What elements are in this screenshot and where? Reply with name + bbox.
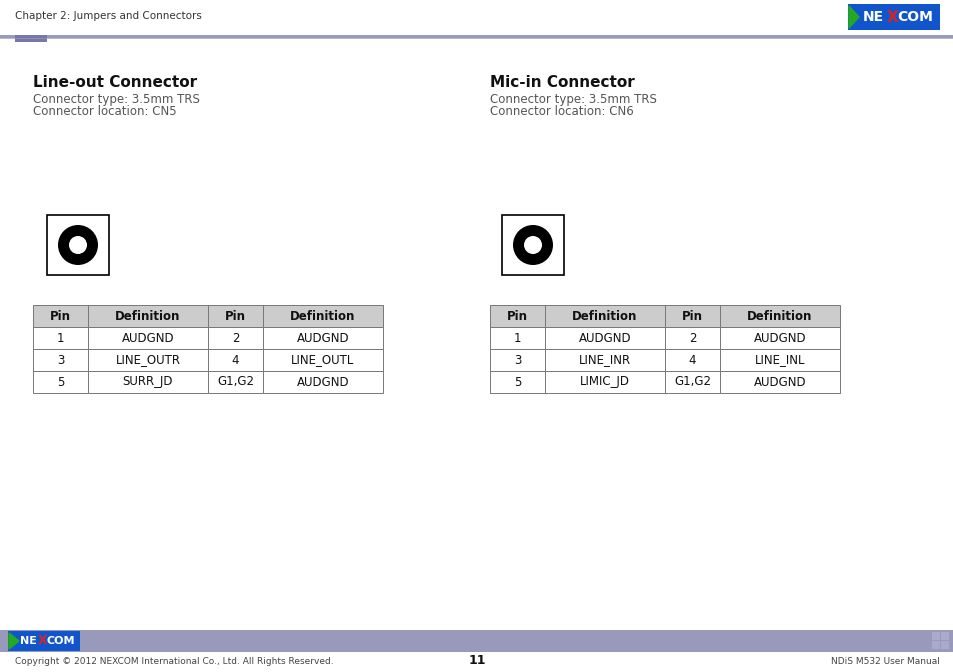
Text: Chapter 2: Jumpers and Connectors: Chapter 2: Jumpers and Connectors [15, 11, 202, 21]
Bar [88, 349, 208, 371]
Bar [720, 327, 840, 349]
Bar [490, 349, 544, 371]
Bar [33, 349, 88, 371]
Text: COM: COM [47, 636, 74, 646]
Text: Definition: Definition [572, 310, 637, 323]
Text: 1: 1 [514, 331, 520, 345]
Text: Connector location: CN6: Connector location: CN6 [490, 105, 633, 118]
Bar [931, 632, 939, 640]
Bar [544, 371, 664, 393]
Text: AUDGND: AUDGND [753, 331, 805, 345]
Bar [88, 371, 208, 393]
Text: Definition: Definition [746, 310, 812, 323]
Text: 5: 5 [514, 376, 520, 388]
Text: NE: NE [862, 10, 883, 24]
Text: Pin: Pin [681, 310, 702, 323]
Text: SURR_JD: SURR_JD [123, 376, 173, 388]
Bar [8, 631, 80, 651]
Bar [664, 349, 720, 371]
Bar [720, 371, 840, 393]
Bar [33, 371, 88, 393]
Bar [940, 641, 948, 649]
Text: Pin: Pin [225, 310, 246, 323]
Text: Connector location: CN5: Connector location: CN5 [33, 105, 176, 118]
Bar [720, 349, 840, 371]
Bar [208, 371, 263, 393]
Text: Pin: Pin [50, 310, 71, 323]
Bar [490, 305, 544, 327]
Bar [208, 349, 263, 371]
Polygon shape [848, 6, 858, 28]
Bar [664, 305, 720, 327]
Circle shape [513, 225, 553, 265]
Text: 4: 4 [232, 353, 239, 366]
Bar [490, 327, 544, 349]
Bar [208, 305, 263, 327]
Text: 4: 4 [688, 353, 696, 366]
Text: Definition: Definition [290, 310, 355, 323]
Bar [15, 35, 47, 42]
Bar [0, 630, 953, 652]
Text: 1: 1 [56, 331, 64, 345]
Text: X: X [38, 634, 48, 648]
Bar [720, 305, 840, 327]
Bar [263, 371, 382, 393]
Text: 2: 2 [232, 331, 239, 345]
Text: Line-out Connector: Line-out Connector [33, 75, 197, 90]
Text: NDiS M532 User Manual: NDiS M532 User Manual [830, 657, 939, 665]
Bar [263, 349, 382, 371]
Text: Definition: Definition [115, 310, 180, 323]
Bar [33, 327, 88, 349]
Text: G1,G2: G1,G2 [216, 376, 253, 388]
Bar [263, 305, 382, 327]
Text: 11: 11 [468, 655, 485, 667]
Text: Copyright © 2012 NEXCOM International Co., Ltd. All Rights Reserved.: Copyright © 2012 NEXCOM International Co… [15, 657, 334, 665]
Bar [208, 327, 263, 349]
Text: G1,G2: G1,G2 [673, 376, 710, 388]
Text: Mic-in Connector: Mic-in Connector [490, 75, 634, 90]
Bar [847, 4, 939, 30]
Text: 2: 2 [688, 331, 696, 345]
Bar [0, 35, 953, 38]
Text: AUDGND: AUDGND [578, 331, 631, 345]
Bar [88, 305, 208, 327]
Circle shape [69, 236, 87, 254]
Circle shape [523, 236, 541, 254]
Text: AUDGND: AUDGND [296, 376, 349, 388]
Bar [544, 327, 664, 349]
Text: LIMIC_JD: LIMIC_JD [579, 376, 629, 388]
Text: 3: 3 [514, 353, 520, 366]
Bar [47, 215, 109, 275]
Bar [501, 215, 563, 275]
Bar [490, 371, 544, 393]
Bar [931, 641, 939, 649]
Bar [544, 305, 664, 327]
Text: LINE_INR: LINE_INR [578, 353, 630, 366]
Text: Connector type: 3.5mm TRS: Connector type: 3.5mm TRS [33, 93, 200, 106]
Text: COM: COM [896, 10, 932, 24]
Polygon shape [9, 633, 19, 649]
Text: AUDGND: AUDGND [753, 376, 805, 388]
Bar [33, 305, 88, 327]
Text: LINE_INL: LINE_INL [754, 353, 804, 366]
Text: 3: 3 [57, 353, 64, 366]
Text: AUDGND: AUDGND [122, 331, 174, 345]
Bar [940, 632, 948, 640]
Bar [664, 371, 720, 393]
Text: Connector type: 3.5mm TRS: Connector type: 3.5mm TRS [490, 93, 657, 106]
Text: AUDGND: AUDGND [296, 331, 349, 345]
Bar [88, 327, 208, 349]
Text: LINE_OUTR: LINE_OUTR [115, 353, 180, 366]
Text: Pin: Pin [506, 310, 527, 323]
Bar [544, 349, 664, 371]
Bar [664, 327, 720, 349]
Circle shape [58, 225, 98, 265]
Text: X: X [885, 9, 897, 24]
Text: LINE_OUTL: LINE_OUTL [291, 353, 355, 366]
Text: 5: 5 [57, 376, 64, 388]
Text: NE: NE [20, 636, 36, 646]
Bar [263, 327, 382, 349]
